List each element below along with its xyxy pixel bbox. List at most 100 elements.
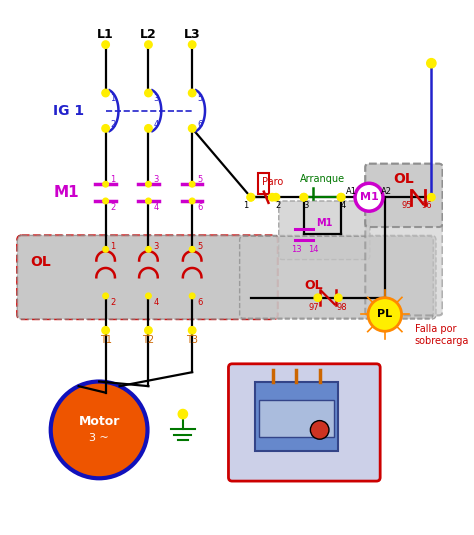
- Text: 1: 1: [244, 201, 249, 210]
- Circle shape: [300, 194, 308, 201]
- Text: L2: L2: [140, 28, 157, 41]
- Text: 13: 13: [291, 245, 302, 254]
- Circle shape: [103, 293, 109, 299]
- Circle shape: [355, 184, 383, 211]
- Circle shape: [145, 41, 152, 48]
- Circle shape: [190, 247, 195, 252]
- Text: 1: 1: [110, 242, 116, 251]
- Text: 2: 2: [275, 201, 281, 210]
- Circle shape: [190, 198, 195, 204]
- Circle shape: [247, 194, 255, 201]
- Text: L3: L3: [184, 28, 201, 41]
- Text: OL: OL: [30, 255, 51, 270]
- Circle shape: [145, 89, 152, 97]
- Text: M1: M1: [316, 218, 333, 228]
- Text: 4: 4: [153, 120, 158, 129]
- Text: 1: 1: [110, 94, 116, 103]
- Text: 3: 3: [153, 242, 159, 251]
- Circle shape: [189, 326, 196, 334]
- Text: 4: 4: [340, 201, 346, 210]
- Circle shape: [337, 194, 345, 201]
- Circle shape: [51, 381, 147, 478]
- Circle shape: [145, 125, 152, 132]
- Text: 1: 1: [110, 175, 116, 184]
- Text: A1: A1: [346, 187, 357, 196]
- Text: A2: A2: [381, 187, 392, 196]
- Text: T3: T3: [186, 334, 198, 345]
- Circle shape: [102, 125, 109, 132]
- Text: PL: PL: [377, 310, 392, 319]
- Circle shape: [189, 41, 196, 48]
- Text: Motor: Motor: [78, 415, 120, 428]
- Bar: [255, 381, 338, 452]
- FancyBboxPatch shape: [365, 164, 443, 316]
- Circle shape: [314, 294, 321, 301]
- Bar: [259, 400, 334, 437]
- Text: T1: T1: [100, 334, 111, 345]
- Circle shape: [103, 247, 109, 252]
- Text: IG 1: IG 1: [53, 104, 84, 118]
- FancyBboxPatch shape: [17, 235, 278, 319]
- Text: T2: T2: [142, 334, 155, 345]
- FancyBboxPatch shape: [228, 364, 380, 481]
- Text: 6: 6: [197, 298, 202, 307]
- Circle shape: [189, 89, 196, 97]
- Circle shape: [178, 409, 188, 419]
- Circle shape: [146, 293, 151, 299]
- Circle shape: [189, 125, 196, 132]
- Bar: [258, 173, 269, 194]
- Circle shape: [428, 194, 435, 201]
- Text: 3: 3: [303, 201, 309, 210]
- Circle shape: [146, 198, 151, 204]
- Text: 6: 6: [197, 203, 202, 212]
- Text: 95: 95: [402, 201, 412, 210]
- Circle shape: [310, 421, 329, 439]
- Circle shape: [146, 247, 151, 252]
- Circle shape: [190, 293, 195, 299]
- Circle shape: [247, 194, 255, 201]
- Text: 96: 96: [421, 201, 432, 210]
- FancyBboxPatch shape: [279, 201, 370, 259]
- Text: Arranque: Arranque: [300, 174, 345, 184]
- Text: 5: 5: [197, 175, 202, 184]
- FancyBboxPatch shape: [240, 236, 433, 318]
- Text: Falla por
sobrecarga: Falla por sobrecarga: [415, 324, 469, 346]
- Circle shape: [300, 194, 308, 201]
- Text: 3: 3: [153, 175, 159, 184]
- Text: 3 ~: 3 ~: [89, 433, 109, 444]
- Circle shape: [335, 294, 342, 301]
- Text: L1: L1: [97, 28, 114, 41]
- Text: 4: 4: [153, 203, 158, 212]
- Circle shape: [368, 298, 401, 331]
- FancyBboxPatch shape: [365, 164, 443, 227]
- Circle shape: [272, 194, 280, 201]
- Text: OL: OL: [305, 279, 323, 292]
- Circle shape: [427, 58, 436, 68]
- Text: 5: 5: [197, 242, 202, 251]
- Circle shape: [102, 326, 109, 334]
- Circle shape: [103, 198, 109, 204]
- Circle shape: [145, 326, 152, 334]
- Text: 2: 2: [110, 203, 116, 212]
- Text: Paro: Paro: [262, 177, 283, 187]
- Text: 14: 14: [308, 245, 319, 254]
- Text: 98: 98: [337, 303, 347, 311]
- Circle shape: [102, 41, 109, 48]
- Circle shape: [190, 181, 195, 187]
- FancyBboxPatch shape: [17, 235, 436, 319]
- Text: 2: 2: [110, 298, 116, 307]
- Text: OL: OL: [393, 172, 414, 186]
- Text: 97: 97: [309, 303, 319, 311]
- Text: 2: 2: [110, 120, 116, 129]
- Circle shape: [146, 181, 151, 187]
- Text: M1: M1: [360, 192, 378, 202]
- Circle shape: [103, 181, 109, 187]
- Circle shape: [337, 194, 345, 201]
- Circle shape: [102, 89, 109, 97]
- Circle shape: [268, 194, 276, 201]
- Text: 3: 3: [153, 94, 159, 103]
- Text: M1: M1: [54, 185, 79, 200]
- Text: 5: 5: [197, 94, 202, 103]
- Text: 6: 6: [197, 120, 202, 129]
- Text: 4: 4: [153, 298, 158, 307]
